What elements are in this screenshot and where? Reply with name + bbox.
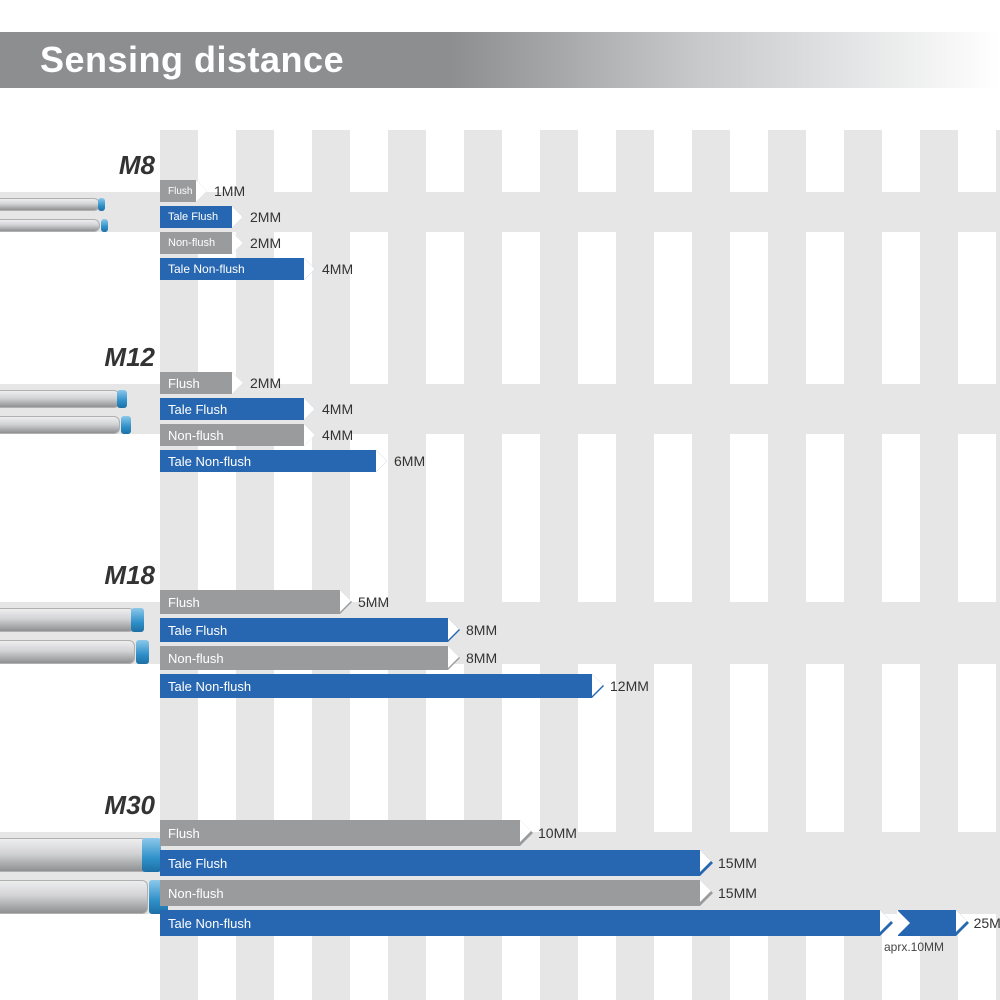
sensor-icon bbox=[0, 390, 127, 408]
bar-gray: Non-flush bbox=[160, 232, 232, 254]
bar-gray: Flush bbox=[160, 372, 232, 394]
bar-blue: Tale Flush bbox=[160, 850, 700, 876]
bar-row: Flush 5MM bbox=[160, 590, 389, 614]
bar-value: 4MM bbox=[322, 261, 353, 277]
bar-gray: Flush bbox=[160, 180, 196, 202]
sensor-icon bbox=[0, 640, 149, 664]
bar-value: 10MM bbox=[538, 825, 577, 841]
bar-value: 5MM bbox=[358, 594, 389, 610]
bar-row: Tale Flush 8MM bbox=[160, 618, 497, 642]
bar-row: Tale Non-flush 4MM bbox=[160, 258, 353, 280]
bar-value: 4MM bbox=[322, 427, 353, 443]
bar-value: 2MM bbox=[250, 375, 281, 391]
sensor-icon bbox=[0, 880, 168, 914]
bar-blue: Tale Non-flush bbox=[160, 674, 592, 698]
sensor-band bbox=[0, 602, 1000, 664]
sensor-band bbox=[0, 384, 1000, 434]
bar-value: 1MM bbox=[214, 183, 245, 199]
bar-gray: Flush bbox=[160, 820, 520, 846]
bar-value: 8MM bbox=[466, 622, 497, 638]
bar-row: Non-flush 8MM bbox=[160, 646, 497, 670]
bar-tail bbox=[898, 910, 956, 936]
group-label: M18 bbox=[0, 560, 155, 591]
bar-value: 15MM bbox=[718, 885, 757, 901]
bar-value: 4MM bbox=[322, 401, 353, 417]
bar-gray: Non-flush bbox=[160, 424, 304, 446]
bar-value: 2MM bbox=[250, 235, 281, 251]
bar-row: Tale Non-flush 12MM bbox=[160, 674, 649, 698]
group-label: M8 bbox=[0, 150, 155, 181]
bar-row: Tale Flush 2MM bbox=[160, 206, 281, 228]
group-label: M12 bbox=[0, 342, 155, 373]
bar-gray: Flush bbox=[160, 590, 340, 614]
bar-value: 6MM bbox=[394, 453, 425, 469]
bar-row: Non-flush 2MM bbox=[160, 232, 281, 254]
bar-blue: Tale Non-flush bbox=[160, 910, 880, 936]
title-band: Sensing distance bbox=[0, 32, 1000, 88]
bar-row: Flush 10MM bbox=[160, 820, 577, 846]
bar-row: Tale Flush 4MM bbox=[160, 398, 353, 420]
bar-row: Flush 1MM bbox=[160, 180, 245, 202]
sensor-icon bbox=[0, 219, 108, 232]
page-title: Sensing distance bbox=[0, 39, 344, 81]
chart-area: M8Flush1MMTale Flush2MMNon-flush2MMTale … bbox=[0, 130, 1000, 1000]
bar-blue: Tale Flush bbox=[160, 398, 304, 420]
sensor-icon bbox=[0, 608, 144, 632]
bar-row: Tale Non-flush25MMaprx.10MM bbox=[160, 910, 1000, 936]
bar-value: 12MM bbox=[610, 678, 649, 694]
group-label: M30 bbox=[0, 790, 155, 821]
bar-gray: Non-flush bbox=[160, 646, 448, 670]
sensor-icon bbox=[0, 198, 105, 211]
bar-blue: Tale Flush bbox=[160, 206, 232, 228]
bar-blue: Tale Non-flush bbox=[160, 258, 304, 280]
sensor-band bbox=[0, 192, 1000, 232]
bar-value: 15MM bbox=[718, 855, 757, 871]
sensor-icon bbox=[0, 416, 131, 434]
bar-blue: Tale Flush bbox=[160, 618, 448, 642]
sensor-icon bbox=[0, 838, 161, 872]
bar-blue: Tale Non-flush bbox=[160, 450, 376, 472]
bar-row: Non-flush 15MM bbox=[160, 880, 757, 906]
bar-row: Tale Flush 15MM bbox=[160, 850, 757, 876]
bar-row: Non-flush 4MM bbox=[160, 424, 353, 446]
aprx-label: aprx.10MM bbox=[884, 940, 944, 954]
bar-value: 2MM bbox=[250, 209, 281, 225]
bar-gray: Non-flush bbox=[160, 880, 700, 906]
bar-value: 25MM bbox=[974, 915, 1000, 931]
bar-value: 8MM bbox=[466, 650, 497, 666]
bar-row: Tale Non-flush 6MM bbox=[160, 450, 425, 472]
bar-row: Flush 2MM bbox=[160, 372, 281, 394]
